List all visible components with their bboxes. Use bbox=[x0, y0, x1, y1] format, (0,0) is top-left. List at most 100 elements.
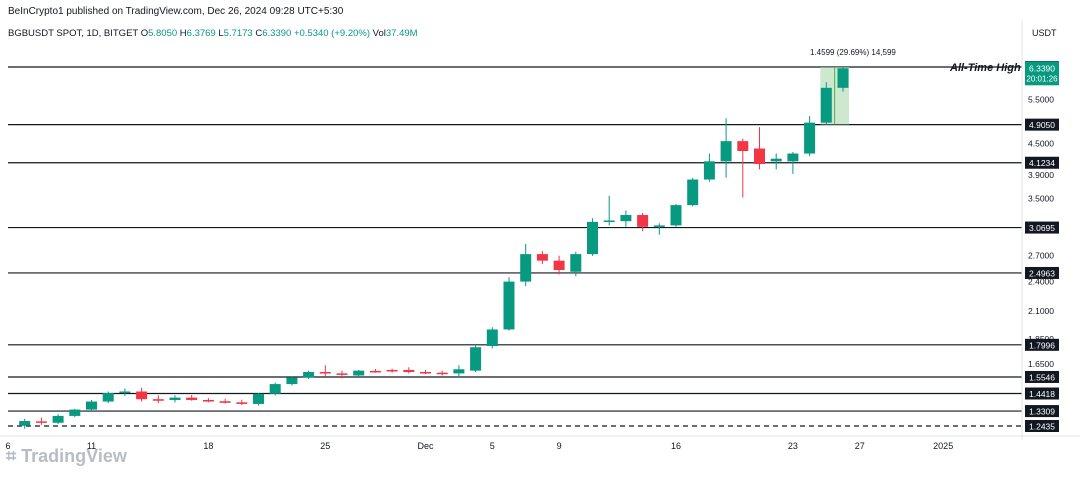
candle bbox=[520, 243, 532, 287]
symbol-name: BGBUSDT SPOT, 1D, BITGET bbox=[8, 28, 139, 39]
candle bbox=[553, 255, 565, 275]
currency-label: USDT bbox=[1032, 28, 1057, 38]
candle bbox=[637, 213, 649, 232]
candle bbox=[202, 398, 214, 403]
candle bbox=[319, 365, 331, 377]
price-tick-label: 2.7000 bbox=[1028, 251, 1054, 261]
candle bbox=[353, 369, 365, 377]
candle bbox=[386, 368, 398, 373]
price-tick-label: 5.5000 bbox=[1028, 94, 1054, 104]
candle-body bbox=[603, 220, 615, 222]
level-price-label: 1.5546 bbox=[1029, 372, 1055, 382]
candle-body bbox=[553, 260, 565, 271]
candle-body bbox=[670, 205, 682, 226]
change-value: +0.5340 (+9.20%) bbox=[293, 28, 370, 39]
open-label: O bbox=[140, 28, 149, 39]
open-value: 5.8050 bbox=[148, 28, 178, 39]
candle-body bbox=[169, 397, 181, 400]
candle-body bbox=[319, 372, 331, 374]
candle bbox=[670, 203, 682, 227]
level-price-tag bbox=[1025, 156, 1059, 169]
level-price-label: 3.0695 bbox=[1029, 223, 1055, 233]
candle-body bbox=[720, 141, 732, 162]
candle-body bbox=[102, 393, 114, 402]
candle bbox=[136, 387, 148, 402]
candle bbox=[737, 138, 749, 198]
candle-body bbox=[453, 369, 465, 374]
candle bbox=[570, 251, 582, 277]
candle-body bbox=[754, 148, 765, 164]
candle bbox=[369, 369, 381, 373]
candle bbox=[102, 391, 114, 404]
candle-body bbox=[436, 372, 448, 375]
candle-body bbox=[837, 68, 849, 88]
candle-body bbox=[637, 215, 649, 227]
candle bbox=[336, 370, 348, 379]
time-tick-label: 9 bbox=[557, 441, 562, 451]
candles bbox=[19, 66, 849, 429]
candle bbox=[169, 395, 181, 403]
candle-body bbox=[202, 399, 214, 402]
candle-body bbox=[286, 377, 298, 385]
time-tick-label: 2025 bbox=[933, 441, 953, 451]
tradingview-watermark: ⌗ TradingView bbox=[6, 446, 127, 467]
candle bbox=[804, 116, 816, 157]
candle-body bbox=[420, 372, 431, 374]
candle-body bbox=[253, 393, 264, 404]
candle-body bbox=[369, 370, 381, 373]
candle bbox=[269, 382, 281, 396]
time-tick-label: 16 bbox=[671, 441, 681, 451]
candle bbox=[253, 393, 264, 406]
candle-body bbox=[69, 409, 81, 416]
candle-body bbox=[820, 87, 832, 123]
candle bbox=[653, 223, 665, 235]
candle bbox=[152, 395, 164, 404]
candle-body bbox=[653, 225, 665, 227]
low-value: 5.7173 bbox=[223, 28, 253, 39]
candle-body bbox=[520, 254, 532, 282]
candle bbox=[837, 66, 849, 92]
candle-body bbox=[19, 421, 31, 426]
symbol-ohlc-line: BGBUSDT SPOT, 1D, BITGET O5.8050 H6.3769… bbox=[8, 28, 418, 39]
candle bbox=[69, 408, 81, 418]
level-price-tag bbox=[1025, 387, 1059, 400]
close-label: C bbox=[255, 28, 263, 39]
measure-label: 1.4599 (29.69%) 14,599 bbox=[810, 48, 896, 57]
time-tick-label: 5 bbox=[490, 441, 495, 451]
candle-body bbox=[503, 281, 515, 330]
candle bbox=[820, 82, 832, 125]
publish-info: BeInCrypto1 published on TradingView.com… bbox=[8, 6, 344, 17]
time-tick-label: 18 bbox=[203, 441, 213, 451]
candle bbox=[503, 277, 515, 331]
candle bbox=[19, 418, 31, 429]
candle bbox=[403, 367, 415, 374]
level-price-tag bbox=[1025, 338, 1059, 351]
candle bbox=[86, 399, 97, 412]
level-price-tag bbox=[1025, 118, 1059, 131]
candle-body bbox=[687, 179, 699, 206]
candle bbox=[587, 218, 598, 256]
candle-body bbox=[486, 329, 498, 347]
level-price-tag bbox=[1025, 221, 1059, 234]
time-tick-label: 23 bbox=[788, 441, 798, 451]
candle-body bbox=[587, 221, 598, 255]
level-price-label: 1.4418 bbox=[1029, 389, 1055, 399]
tradingview-logo-icon: ⌗ bbox=[6, 446, 22, 466]
candle-body bbox=[152, 399, 164, 401]
candle bbox=[620, 210, 632, 227]
time-tick-label: Dec bbox=[417, 441, 434, 451]
candle-body bbox=[470, 347, 482, 371]
candle-body bbox=[353, 370, 365, 376]
low-label: L bbox=[218, 28, 224, 39]
watermark-text: TradingView bbox=[21, 446, 127, 466]
time-axis[interactable]: 6 11 18 25 Dec 5 9 16 23 27 2025 bbox=[0, 435, 1080, 451]
volume-label: Vol bbox=[372, 28, 386, 39]
price-axis[interactable]: 6.37694.90504.12343.06952.49631.79961.55… bbox=[1021, 20, 1059, 440]
candle-body bbox=[236, 402, 248, 404]
level-price-label: 4.9050 bbox=[1029, 120, 1055, 130]
high-label: H bbox=[179, 28, 187, 39]
candle-body bbox=[219, 401, 231, 403]
level-price-label: 2.4963 bbox=[1029, 268, 1055, 278]
level-price-label: 1.2435 bbox=[1029, 422, 1055, 432]
